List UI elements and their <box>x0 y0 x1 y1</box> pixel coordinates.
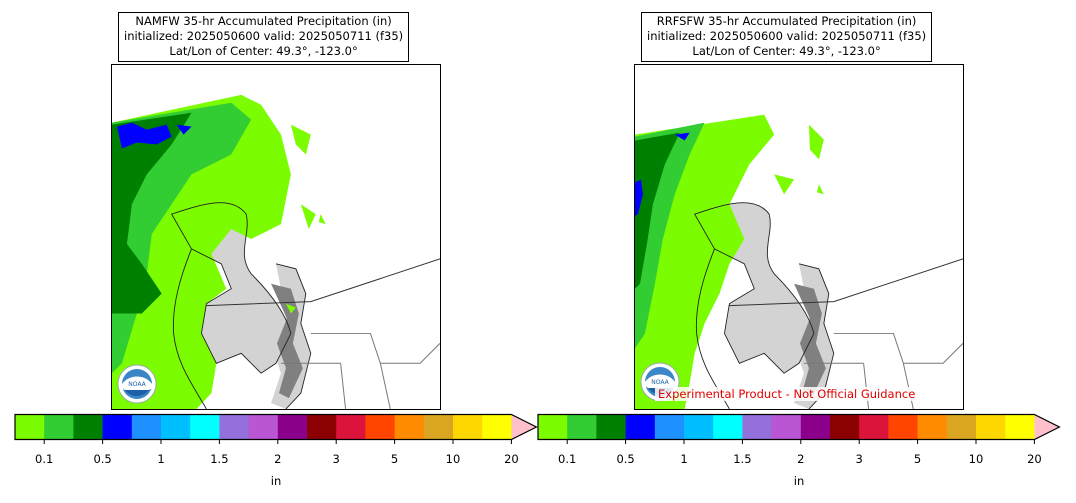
right-colorbar-segment <box>713 414 743 440</box>
right-title-box: RRFSFW 35-hr Accumulated Precipitation (… <box>641 12 933 62</box>
right-colorbar-segment <box>625 414 656 440</box>
right-canada-us-border <box>729 258 963 307</box>
left-map-drawing <box>112 94 440 409</box>
right-precip-scatter <box>774 124 824 195</box>
left-noaa-logo: NOAA <box>117 364 157 404</box>
left-precip-scatter <box>285 124 326 314</box>
right-map[interactable] <box>634 64 964 410</box>
left-colorbar-segment <box>423 414 454 440</box>
left-colorbar-tick-label: 1.5 <box>210 452 229 466</box>
right-colorbar-segment <box>742 414 772 440</box>
right-coast-west <box>695 248 730 409</box>
experimental-product-label: Experimental Product - Not Official Guid… <box>655 387 919 401</box>
left-colorbar-outline <box>14 413 538 441</box>
left-noaa-logo-text: NOAA <box>128 381 146 388</box>
left-colorbar-tick-label: 0.5 <box>93 452 112 466</box>
right-colorbar-outline <box>537 413 1061 441</box>
left-colorbar-segment <box>277 414 308 440</box>
left-colorbar-extend-arrow <box>511 414 537 440</box>
right-colorbar-segment <box>859 414 889 440</box>
left-colorbar-segment <box>336 414 366 440</box>
right-colorbar-tick-label: 0.1 <box>558 452 577 466</box>
right-map-drawing <box>635 114 963 409</box>
left-colorbar-segment <box>102 414 133 440</box>
left-colorbar-segment <box>219 414 249 440</box>
left-colorbar-tick-label: 2 <box>274 452 282 466</box>
right-noaa-logo-text: NOAA <box>651 379 669 386</box>
left-colorbar-tick-label: 10 <box>445 452 461 466</box>
left-colorbar-segment <box>161 414 191 440</box>
left-title-line2: initialized: 2025050600 valid: 202505071… <box>124 29 404 43</box>
left-colorbar-segment <box>365 414 395 440</box>
left-colorbar-segment <box>44 414 74 440</box>
right-colorbar-segment <box>946 414 977 440</box>
right-colorbar-segment <box>800 414 831 440</box>
right-colorbar-segment <box>538 414 568 440</box>
left-colorbar-segment <box>131 414 162 440</box>
left-colorbar <box>14 413 540 444</box>
right-colorbar-segment <box>1005 414 1035 440</box>
right-colorbar-segment <box>888 414 918 440</box>
left-coastline <box>170 202 312 409</box>
right-title-line2: initialized: 2025050600 valid: 202505071… <box>647 29 927 43</box>
left-colorbar-svg <box>14 413 538 444</box>
left-precip-veryheavy <box>116 122 192 149</box>
right-colorbar-tick-label: 1 <box>680 452 688 466</box>
left-map[interactable] <box>111 64 441 410</box>
right-colorbar-segment <box>654 414 685 440</box>
left-colorbar-tick-label: 3 <box>332 452 340 466</box>
right-colorbar-tick-label: 2 <box>797 452 805 466</box>
left-precip-heavy <box>112 112 192 314</box>
left-title-line1: NAMFW 35-hr Accumulated Precipitation (i… <box>135 14 392 28</box>
left-colorbar-segment <box>190 414 220 440</box>
right-precip-heavy <box>635 132 680 289</box>
left-colorbar-tick-label: 20 <box>504 452 519 466</box>
right-state-borders <box>803 332 963 409</box>
right-colorbar-tick-label: 3 <box>855 452 863 466</box>
right-colorbar-segment <box>976 414 1006 440</box>
left-canada-us-border <box>206 258 440 307</box>
right-colorbar-tick-label: 1.5 <box>733 452 752 466</box>
left-colorbar-segment <box>307 414 337 440</box>
right-colorbar-tick-label: 0.5 <box>616 452 635 466</box>
left-title-box: NAMFW 35-hr Accumulated Precipitation (i… <box>118 12 410 62</box>
right-colorbar-tick-label: 20 <box>1027 452 1042 466</box>
left-colorbar-tick-label: 5 <box>390 452 399 466</box>
right-colorbar-segment <box>917 414 948 440</box>
right-colorbar-segment <box>567 414 597 440</box>
left-state-borders <box>280 332 440 409</box>
left-coast-west <box>172 248 207 409</box>
left-colorbar-segment <box>73 414 103 440</box>
right-title-line3: Lat/Lon of Center: 49.3°, -123.0° <box>692 44 881 58</box>
right-colorbar-svg <box>537 413 1061 444</box>
right-colorbar <box>537 413 1063 444</box>
left-colorbar-unit: in <box>270 474 282 488</box>
right-colorbar-segment <box>684 414 714 440</box>
left-colorbar-segment <box>453 414 483 440</box>
left-title-line3: Lat/Lon of Center: 49.3°, -123.0° <box>169 44 358 58</box>
left-colorbar-segment <box>248 414 279 440</box>
right-colorbar-segment <box>771 414 802 440</box>
right-colorbar-tick-label: 5 <box>913 452 922 466</box>
left-colorbar-segment <box>394 414 425 440</box>
right-colorbar-extend-arrow <box>1034 414 1060 440</box>
right-colorbar-unit: in <box>793 474 805 488</box>
right-title-line1: RRFSFW 35-hr Accumulated Precipitation (… <box>656 14 917 28</box>
right-colorbar-segment <box>830 414 860 440</box>
right-colorbar-tick-label: 10 <box>968 452 984 466</box>
left-colorbar-segment <box>482 414 512 440</box>
left-colorbar-tick-label: 1 <box>157 452 165 466</box>
left-colorbar-segment <box>15 414 45 440</box>
right-colorbar-segment <box>596 414 626 440</box>
left-colorbar-tick-label: 0.1 <box>35 452 54 466</box>
